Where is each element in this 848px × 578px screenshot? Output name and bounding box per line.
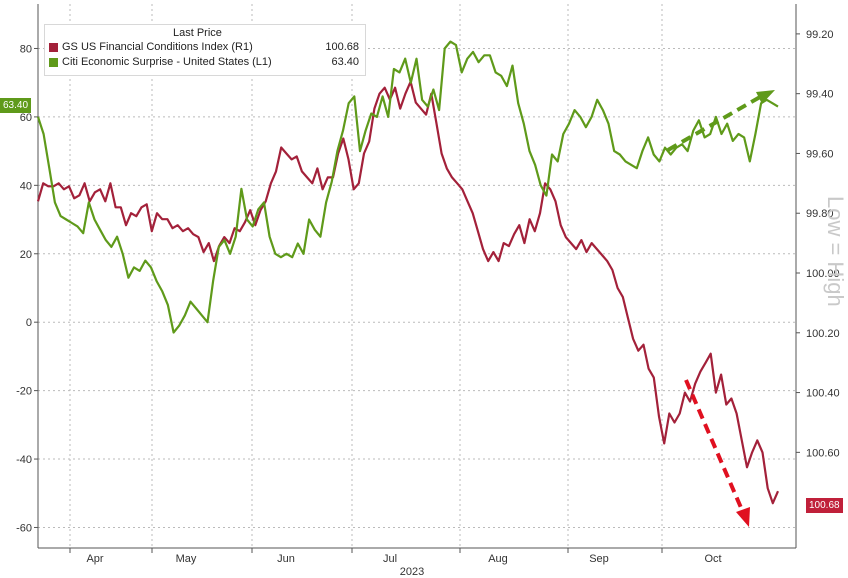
right-tick-label: 100.40 <box>806 388 840 400</box>
right-tick-label: 100.20 <box>806 328 840 340</box>
series-layer <box>36 40 780 505</box>
red-trend-arrow-head <box>736 507 750 527</box>
left-tick-label: 80 <box>20 43 32 55</box>
right-axis-label: Low = High <box>823 196 848 307</box>
legend-value-fci: 100.68 <box>325 41 359 53</box>
green-trend-arrow-shaft <box>667 95 761 152</box>
right-tick-label: 99.60 <box>806 148 834 160</box>
right-tick-label: 99.40 <box>806 89 834 101</box>
left-tick-label: -20 <box>16 386 32 398</box>
left-tick-label: 40 <box>20 180 32 192</box>
right-tick-label: 99.80 <box>806 208 834 220</box>
x-tick-label: Oct <box>704 553 721 565</box>
legend-label-citi: Citi Economic Surprise - United States (… <box>62 56 272 68</box>
right-tick-label: 100.60 <box>806 447 840 459</box>
legend-swatch-citi <box>49 58 58 67</box>
plot-frame <box>37 4 797 549</box>
green-trend-arrow-head <box>756 90 775 104</box>
x-tick-label: Aug <box>488 553 508 565</box>
right-tick-label: 100.00 <box>806 268 840 280</box>
chart-legend: Last Price GS US Financial Conditions In… <box>44 24 366 76</box>
left-last-value-tag: 63.40 <box>0 98 32 113</box>
legend-swatch-fci <box>49 43 58 52</box>
red-trend-arrow-shaft <box>684 379 744 511</box>
grid-lines <box>38 4 796 548</box>
legend-entry-fci: GS US Financial Conditions Index (R1) 10… <box>49 41 361 55</box>
right-axis-ticks: 99.20 99.40 99.60 99.80 100.00 100.20 100.40 10… <box>796 29 840 459</box>
x-tick-label: Jun <box>277 553 295 565</box>
legend-header: Last Price <box>173 27 222 39</box>
right-tick-label: 99.20 <box>806 29 834 41</box>
trend-arrows <box>667 90 775 527</box>
x-tick-label: Jul <box>383 553 397 565</box>
legend-label-fci: GS US Financial Conditions Index (R1) <box>62 41 253 53</box>
legend-value-citi: 63.40 <box>331 56 359 68</box>
left-tick-label: 0 <box>26 317 32 329</box>
series-line-citi <box>36 40 779 334</box>
x-year-label: 2023 <box>400 566 424 578</box>
legend-entry-citi: Citi Economic Surprise - United States (… <box>49 56 361 70</box>
series-line-fci <box>36 80 780 505</box>
right-last-value-tag: 100.68 <box>806 498 843 513</box>
x-axis-ticks: Apr May Jun Jul Aug Sep Oct 2023 <box>69 548 722 578</box>
left-tick-label: -60 <box>16 522 32 534</box>
left-axis-ticks: 80 60 40 20 0 -20 -40 -60 <box>16 43 38 534</box>
left-tick-label: -40 <box>16 454 32 466</box>
x-tick-label: May <box>176 553 197 565</box>
x-tick-label: Apr <box>86 553 103 565</box>
left-tick-label: 20 <box>20 249 32 261</box>
left-tick-label: 60 <box>20 112 32 124</box>
x-tick-label: Sep <box>589 553 609 565</box>
